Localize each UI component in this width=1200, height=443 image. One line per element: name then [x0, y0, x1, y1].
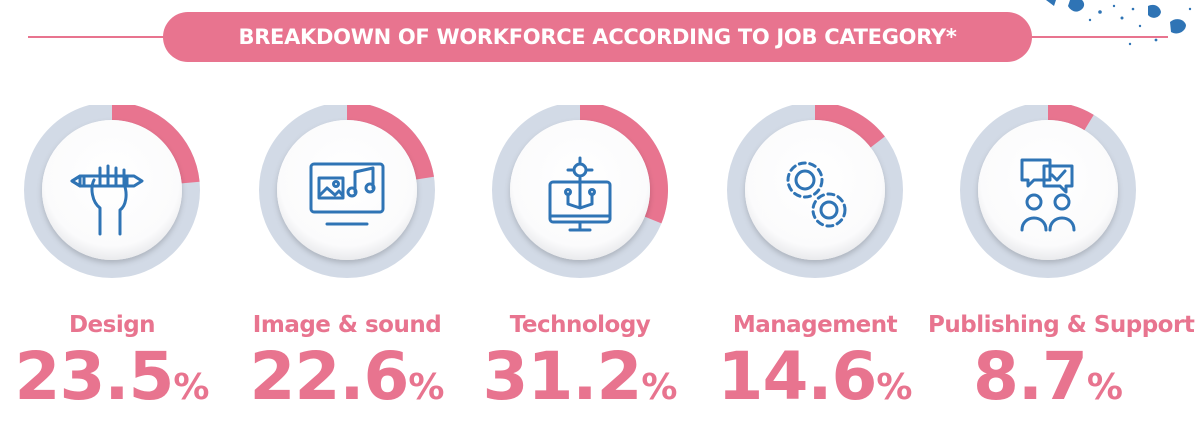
- value-number: 23.5: [14, 338, 175, 415]
- category-value: 8.7%: [928, 338, 1168, 415]
- value-unit: %: [641, 367, 678, 408]
- value-unit: %: [1086, 367, 1123, 408]
- value-unit: %: [408, 367, 445, 408]
- donut-center-disc: [978, 120, 1118, 260]
- donut-4: [727, 105, 903, 278]
- category-label: Publishing & Support: [928, 312, 1195, 338]
- category-value: 31.2%: [460, 338, 700, 415]
- donut-center-disc: [42, 120, 182, 260]
- chart-title-banner: BREAKDOWN OF WORKFORCE ACCORDING TO JOB …: [163, 12, 1032, 62]
- hand-pencil-icon: [70, 164, 144, 236]
- category-value: 14.6%: [695, 338, 935, 415]
- value-number: 31.2: [482, 338, 643, 415]
- category-label: Design: [68, 312, 156, 338]
- category-label: Technology: [509, 312, 651, 338]
- category-value: 22.6%: [227, 338, 467, 415]
- monitor-image-music-icon: [309, 162, 385, 226]
- value-number: 22.6: [249, 338, 410, 415]
- value-unit: %: [173, 367, 210, 408]
- chart-title: BREAKDOWN OF WORKFORCE ACCORDING TO JOB …: [238, 25, 957, 49]
- chat-people-icon: [1020, 158, 1076, 232]
- category-value: 23.5%: [0, 338, 232, 415]
- donut-center-disc: [745, 120, 885, 260]
- value-number: 14.6: [717, 338, 878, 415]
- donut-chart-row: [24, 105, 1136, 278]
- value-number: 8.7: [973, 338, 1088, 415]
- donut-segment: [347, 105, 435, 180]
- gears-icon: [786, 161, 847, 228]
- donut-segment: [112, 105, 200, 184]
- donut-1: [24, 105, 200, 278]
- donut-2: [259, 105, 435, 278]
- donut-segment: [1048, 105, 1094, 131]
- corner-map-decoration: [1046, 0, 1192, 46]
- donut-segment: [815, 105, 885, 148]
- donut-5: [960, 105, 1136, 278]
- donut-segment: [580, 105, 668, 224]
- monitor-circuit-icon: [548, 156, 612, 232]
- category-label: Management: [732, 312, 898, 338]
- value-unit: %: [876, 367, 913, 408]
- category-label: Image & sound: [252, 312, 442, 338]
- donut-3: [492, 105, 668, 278]
